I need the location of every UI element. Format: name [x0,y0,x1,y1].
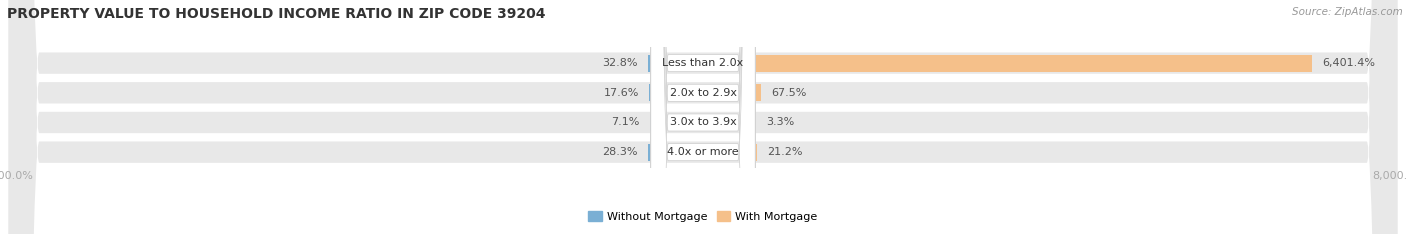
Text: 17.6%: 17.6% [603,88,638,98]
Bar [648,144,651,161]
FancyBboxPatch shape [651,0,755,234]
FancyBboxPatch shape [8,0,1398,234]
Bar [755,84,761,101]
Bar [755,144,756,161]
Text: 3.3%: 3.3% [766,117,794,128]
FancyBboxPatch shape [651,0,755,234]
Bar [650,84,651,101]
Text: 4.0x or more: 4.0x or more [668,147,738,157]
Legend: Without Mortgage, With Mortgage: Without Mortgage, With Mortgage [583,207,823,226]
Text: 2.0x to 2.9x: 2.0x to 2.9x [669,88,737,98]
Text: 21.2%: 21.2% [768,147,803,157]
Text: Source: ZipAtlas.com: Source: ZipAtlas.com [1292,7,1403,17]
FancyBboxPatch shape [651,0,755,234]
FancyBboxPatch shape [651,0,755,234]
Text: 28.3%: 28.3% [602,147,638,157]
FancyBboxPatch shape [8,0,1398,234]
Bar [648,55,651,72]
Text: 3.0x to 3.9x: 3.0x to 3.9x [669,117,737,128]
Bar [755,55,1312,72]
FancyBboxPatch shape [8,0,1398,234]
Text: Less than 2.0x: Less than 2.0x [662,58,744,68]
Text: PROPERTY VALUE TO HOUSEHOLD INCOME RATIO IN ZIP CODE 39204: PROPERTY VALUE TO HOUSEHOLD INCOME RATIO… [7,7,546,21]
Text: 6,401.4%: 6,401.4% [1323,58,1375,68]
Text: 7.1%: 7.1% [612,117,640,128]
Text: 32.8%: 32.8% [602,58,637,68]
Text: 67.5%: 67.5% [772,88,807,98]
FancyBboxPatch shape [8,0,1398,234]
